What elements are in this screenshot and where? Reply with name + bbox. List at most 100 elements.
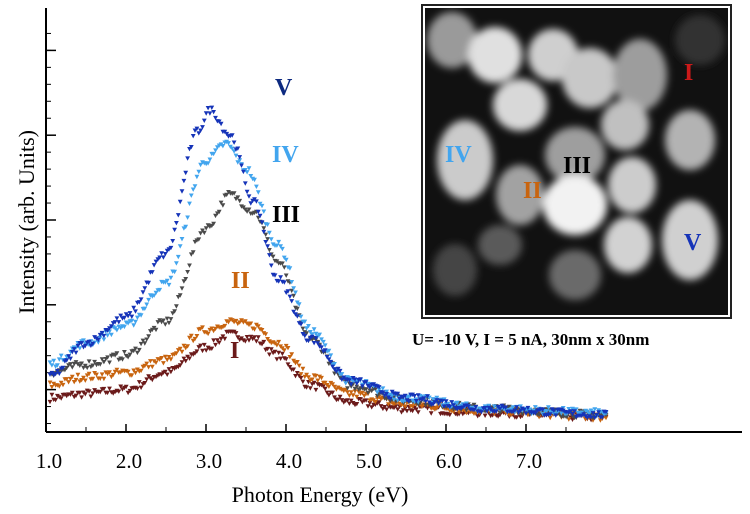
data-point: [248, 201, 254, 206]
data-point: [203, 330, 209, 335]
data-point: [326, 357, 332, 362]
data-point: [265, 237, 270, 242]
data-point: [224, 192, 230, 198]
data-point: [304, 331, 309, 336]
data-point: [360, 390, 365, 396]
data-point: [544, 409, 549, 414]
data-point: [281, 265, 287, 270]
data-point: [95, 337, 101, 343]
data-point: [101, 333, 107, 339]
data-point: [291, 358, 296, 364]
data-point: [358, 377, 363, 382]
data-point: [512, 408, 518, 413]
data-point: [105, 328, 110, 333]
data-point: [101, 386, 107, 392]
data-point: [294, 306, 300, 312]
data-point: [322, 386, 328, 392]
data-point: [79, 395, 84, 400]
data-point: [547, 415, 553, 421]
data-point: [69, 365, 75, 370]
data-point: [276, 339, 282, 345]
data-point: [263, 240, 269, 245]
data-point: [142, 341, 148, 346]
data-point: [603, 410, 609, 415]
data-point: [283, 273, 289, 278]
data-point: [261, 339, 267, 345]
data-point: [321, 384, 326, 389]
data-point: [259, 203, 265, 209]
data-point: [265, 222, 270, 227]
data-point: [397, 401, 402, 407]
data-point: [118, 313, 124, 318]
data-point: [287, 294, 293, 299]
data-point: [73, 350, 79, 355]
data-point: [185, 270, 190, 275]
data-point: [114, 316, 120, 321]
data-point: [267, 230, 272, 236]
data-point: [68, 376, 73, 382]
data-point: [278, 356, 283, 361]
data-point: [95, 340, 101, 345]
x-tick-label: 3.0: [196, 449, 222, 473]
data-point: [239, 163, 244, 168]
data-point: [306, 338, 311, 343]
data-point: [205, 331, 211, 337]
data-point: [69, 350, 75, 355]
data-point: [603, 415, 609, 421]
data-point: [259, 328, 265, 333]
data-point: [123, 384, 129, 390]
data-point: [559, 411, 564, 416]
data-point: [281, 280, 287, 285]
data-point: [162, 369, 168, 375]
data-point: [181, 279, 187, 284]
data-point: [532, 405, 538, 410]
data-point: [133, 370, 138, 376]
data-point: [213, 213, 218, 219]
inset-label-i: I: [684, 60, 693, 86]
data-point: [272, 273, 278, 278]
data-point: [203, 348, 209, 353]
data-point: [348, 382, 354, 387]
data-point: [64, 358, 70, 363]
data-point: [378, 404, 384, 409]
data-point: [146, 334, 151, 339]
data-point: [231, 140, 237, 145]
data-point: [149, 364, 155, 370]
data-point: [322, 348, 328, 353]
data-point: [86, 339, 92, 345]
data-point: [373, 400, 378, 405]
data-point: [144, 337, 150, 342]
data-point: [215, 338, 220, 343]
data-point: [135, 386, 140, 391]
series-v: [47, 105, 609, 421]
data-point: [175, 213, 181, 218]
data-point: [348, 398, 354, 403]
data-point: [428, 411, 434, 416]
data-point: [525, 405, 531, 411]
data-point: [138, 385, 144, 390]
data-point: [226, 141, 231, 146]
data-point: [387, 392, 393, 397]
data-point: [304, 372, 309, 378]
data-point: [261, 229, 267, 235]
inset-label-iv: IV: [445, 142, 472, 168]
data-point: [272, 349, 278, 355]
data-point: [120, 357, 125, 362]
data-point: [77, 390, 83, 396]
data-point: [276, 279, 282, 284]
data-point: [434, 398, 440, 403]
data-point: [254, 339, 259, 344]
data-point: [157, 255, 163, 260]
data-point: [590, 411, 596, 416]
data-point: [280, 261, 285, 266]
data-point: [261, 226, 267, 231]
data-point: [298, 314, 304, 319]
data-point: [354, 394, 360, 400]
data-point: [244, 321, 250, 326]
data-point: [406, 399, 412, 404]
data-point: [447, 412, 453, 418]
data-point: [345, 398, 350, 403]
data-point: [211, 151, 216, 157]
data-point: [144, 361, 150, 366]
data-point: [332, 362, 337, 367]
